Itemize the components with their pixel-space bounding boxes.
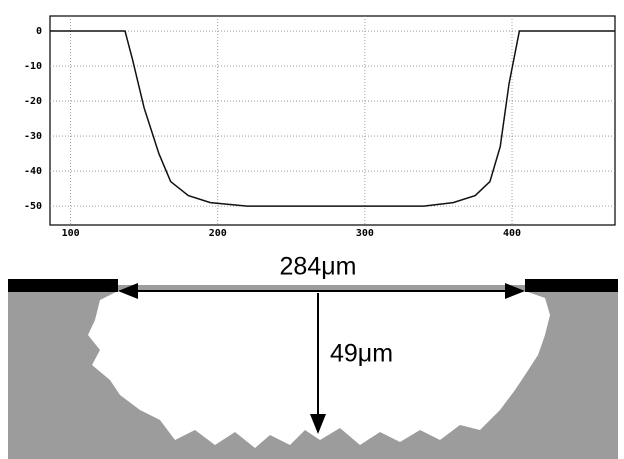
mask-right (525, 279, 618, 292)
plot-frame (50, 16, 615, 225)
width-label: 284μm (280, 253, 357, 281)
y-tick-label: -20 (24, 96, 42, 107)
mask-left (8, 279, 118, 292)
x-tick-label: 400 (503, 228, 521, 239)
x-tick-label: 100 (62, 228, 80, 239)
x-tick-label: 300 (356, 228, 374, 239)
y-tick-label: -10 (24, 61, 42, 72)
depth-label: 49μm (330, 340, 393, 368)
y-tick-label: -30 (24, 131, 42, 142)
y-tick-label: -40 (24, 166, 42, 177)
x-tick-label: 200 (209, 228, 227, 239)
y-tick-label: 0 (36, 26, 42, 37)
figure: 0 -10 -20 -30 -40 -50 100 200 300 400 284μm 49μm (0, 0, 624, 459)
y-tick-label: -50 (24, 201, 42, 212)
